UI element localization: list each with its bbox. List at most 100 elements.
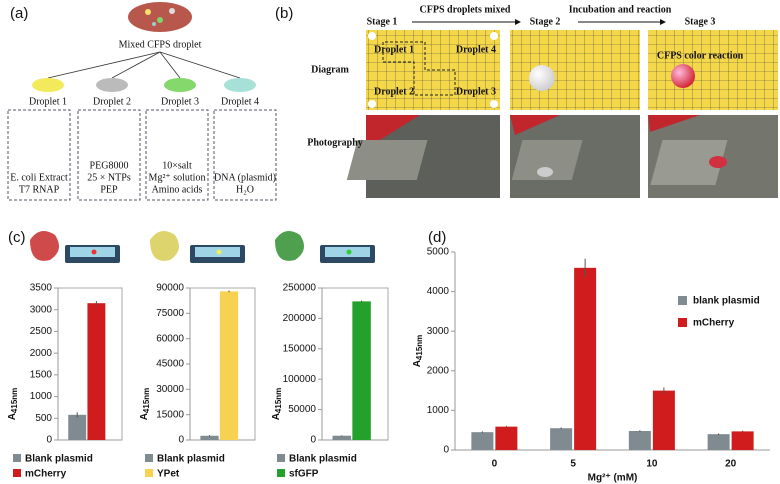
legend-label: blank plasmid <box>693 296 760 307</box>
y-tick-label: 250000 <box>283 283 317 294</box>
droplet-tag: Droplet 1 <box>374 44 414 55</box>
bar <box>495 426 518 450</box>
diagram-stage2 <box>510 30 640 110</box>
droplet-name: Droplet 1 <box>29 96 67 107</box>
droplet-content: Amino acids <box>152 184 203 195</box>
bar <box>87 303 106 440</box>
droplet-name: Droplet 4 <box>221 96 259 107</box>
droplet-content: H₂O <box>236 184 254 195</box>
droplet-name: Droplet 2 <box>93 96 131 107</box>
legend-label: mCherry <box>25 469 67 480</box>
y-tick-label: 1000 <box>427 405 450 416</box>
chip-icons <box>65 245 375 263</box>
stage-label: Stage 1 <box>367 16 398 27</box>
droplet-tag: Droplet 4 <box>456 44 496 55</box>
bar <box>652 390 675 450</box>
bar <box>332 435 352 440</box>
content-boxes <box>7 109 277 201</box>
bar <box>68 414 87 440</box>
step-label: CFPS droplets mixed <box>420 4 511 15</box>
droplet-content: E. coli Extract <box>10 172 68 183</box>
bar <box>219 291 239 440</box>
step-label: Incubation and reaction <box>569 4 672 15</box>
y-tick-label: 2000 <box>427 365 450 376</box>
y-tick-label: 2500 <box>30 326 53 337</box>
y-tick-label: 3000 <box>30 304 53 315</box>
legend-swatch <box>145 454 153 462</box>
panel-label: (c) <box>8 229 26 246</box>
y-tick-label: 0 <box>310 435 316 446</box>
droplet-content: T7 RNAP <box>19 184 60 195</box>
droplet-tag: Droplet 2 <box>374 86 414 97</box>
legend-swatch <box>277 469 285 477</box>
x-tick-label: 5 <box>570 459 576 470</box>
legend-swatch <box>13 454 21 462</box>
y-axis-label: A415nm <box>139 388 151 421</box>
diagram-stage3 <box>648 30 778 110</box>
droplet-content: PEG8000 <box>90 160 129 171</box>
droplet-name: Droplet 3 <box>161 96 199 107</box>
stage-label: Stage 3 <box>685 16 716 27</box>
legend-label: mCherry <box>693 318 735 329</box>
y-axis-label: A415nm <box>412 335 424 368</box>
y-axis-label-sub: 415nm <box>142 388 151 413</box>
y-tick-label: 0 <box>443 445 449 456</box>
bar <box>574 267 597 450</box>
y-tick-label: 50000 <box>288 404 316 415</box>
droplet-tag: Droplet 3 <box>456 86 496 97</box>
panel-label: (d) <box>428 229 446 246</box>
y-tick-label: 0 <box>46 435 52 446</box>
row-label: Photography <box>307 137 363 148</box>
droplet-content: DNA (plasmid) <box>214 172 276 183</box>
y-axis-label-sub: 415nm <box>10 388 19 413</box>
bar <box>628 430 651 450</box>
y-tick-label: 150000 <box>283 343 317 354</box>
y-tick-label: 3000 <box>427 326 450 337</box>
y-tick-label: 15000 <box>156 409 184 420</box>
droplet-content: PEP <box>100 184 118 195</box>
panel-label: (b) <box>275 5 293 22</box>
row-label: Diagram <box>311 64 349 75</box>
y-tick-label: 0 <box>178 435 184 446</box>
y-tick-label: 4000 <box>427 286 450 297</box>
y-tick-label: 3500 <box>30 283 53 294</box>
droplet-content: 25 × NTPs <box>87 172 131 183</box>
legend-swatch <box>145 469 153 477</box>
bar <box>200 435 219 440</box>
legend-swatch <box>277 454 285 462</box>
y-tick-label: 60000 <box>156 333 184 344</box>
y-axis-label-sub: 415nm <box>415 335 424 360</box>
legend-label: YPet <box>157 469 180 480</box>
x-axis-label: Mg²⁺ (mM) <box>588 473 638 484</box>
y-tick-label: 200000 <box>283 313 317 324</box>
stage-label: Stage 2 <box>530 16 561 27</box>
y-axis-label-main: A <box>139 413 150 420</box>
x-tick-label: 20 <box>725 459 737 470</box>
branch-lines <box>47 51 241 79</box>
bar <box>731 431 754 450</box>
x-tick-label: 10 <box>646 459 658 470</box>
y-tick-label: 75000 <box>156 308 184 319</box>
legend-swatch <box>13 469 21 477</box>
bar <box>707 434 730 450</box>
y-tick-label: 100000 <box>283 374 317 385</box>
legend-label: Blank plasmid <box>157 454 225 465</box>
panel-label: (a) <box>10 5 28 22</box>
y-tick-label: 2000 <box>30 348 53 359</box>
mixed-title: Mixed CFPS droplet <box>119 39 202 50</box>
droplet-content: Mg²⁺ solution <box>149 172 206 183</box>
legend-swatch <box>678 296 687 305</box>
droplet-content: 10×salt <box>162 160 192 171</box>
y-axis-label-main: A <box>7 413 18 420</box>
legend-label: sfGFP <box>289 469 319 480</box>
bar <box>352 301 371 440</box>
legend-swatch <box>678 318 687 327</box>
y-tick-label: 30000 <box>156 384 184 395</box>
y-tick-label: 45000 <box>156 359 184 370</box>
y-axis-label-main: A <box>412 360 423 367</box>
y-tick-label: 90000 <box>156 283 184 294</box>
legend-label: Blank plasmid <box>289 454 357 465</box>
y-axis-label-main: A <box>271 413 282 420</box>
y-tick-label: 500 <box>35 413 52 424</box>
